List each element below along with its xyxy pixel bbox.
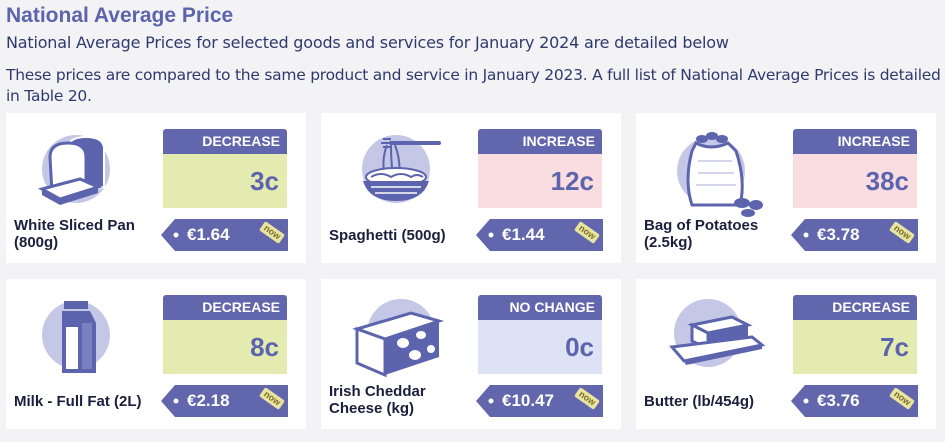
product-name: Irish Cheddar Cheese (kg) — [329, 383, 426, 417]
price-value: €3.76 — [817, 391, 860, 410]
change-value: 0c — [478, 320, 602, 374]
price-tag: €2.18 now — [161, 385, 288, 417]
change-value: 3c — [163, 154, 287, 208]
price-tag: €1.64 now — [161, 219, 288, 251]
product-name: Butter (lb/454g) — [644, 393, 755, 410]
change-label: DECREASE — [793, 295, 917, 320]
change-label: DECREASE — [163, 295, 287, 320]
change-value: 12c — [478, 154, 602, 208]
change-box: INCREASE 38c — [793, 129, 917, 208]
price-tag: €3.78 now — [791, 219, 918, 251]
price-tag: €1.44 now — [476, 219, 603, 251]
product-card-milk-full-fat: Milk - Full Fat (2L) DECREASE 8c €2.18 n… — [6, 279, 306, 429]
price-value: €3.78 — [817, 225, 860, 244]
change-value: 8c — [163, 320, 287, 374]
price-tag: €10.47 now — [476, 385, 603, 417]
product-name: Spaghetti (500g) — [329, 227, 446, 244]
spaghetti-icon — [341, 121, 456, 221]
price-value: €2.18 — [187, 391, 230, 410]
price-value: €1.64 — [187, 225, 230, 244]
change-label: INCREASE — [793, 129, 917, 154]
change-label: NO CHANGE — [478, 295, 602, 320]
product-name: Bag of Potatoes (2.5kg) — [644, 217, 759, 251]
product-name: White Sliced Pan (800g) — [14, 217, 135, 251]
product-card-irish-cheddar-cheese: Irish Cheddar Cheese (kg) NO CHANGE 0c €… — [321, 279, 621, 429]
price-value: €1.44 — [502, 225, 545, 244]
page-subtitle: National Average Prices for selected goo… — [6, 33, 729, 52]
price-tag: €3.76 now — [791, 385, 918, 417]
intro-text: These prices are compared to the same pr… — [6, 66, 941, 105]
change-box: NO CHANGE 0c — [478, 295, 602, 374]
product-card-white-sliced-pan: White Sliced Pan (800g) DECREASE 3c €1.6… — [6, 113, 306, 263]
butter-icon — [656, 287, 771, 387]
page-title: National Average Price — [6, 4, 234, 27]
milk-carton-icon — [26, 287, 141, 387]
change-label: DECREASE — [163, 129, 287, 154]
product-card-bag-of-potatoes: Bag of Potatoes (2.5kg) INCREASE 38c €3.… — [636, 113, 936, 263]
change-box: DECREASE 7c — [793, 295, 917, 374]
change-box: DECREASE 8c — [163, 295, 287, 374]
product-card-spaghetti: Spaghetti (500g) INCREASE 12c €1.44 now — [321, 113, 621, 263]
bread-icon — [26, 121, 141, 221]
cheese-icon — [341, 287, 456, 387]
product-name: Milk - Full Fat (2L) — [14, 393, 142, 410]
change-box: INCREASE 12c — [478, 129, 602, 208]
change-box: DECREASE 3c — [163, 129, 287, 208]
product-card-butter: Butter (lb/454g) DECREASE 7c €3.76 now — [636, 279, 936, 429]
price-value: €10.47 — [502, 391, 554, 410]
change-value: 7c — [793, 320, 917, 374]
change-label: INCREASE — [478, 129, 602, 154]
change-value: 38c — [793, 154, 917, 208]
potatoes-icon — [656, 121, 771, 221]
